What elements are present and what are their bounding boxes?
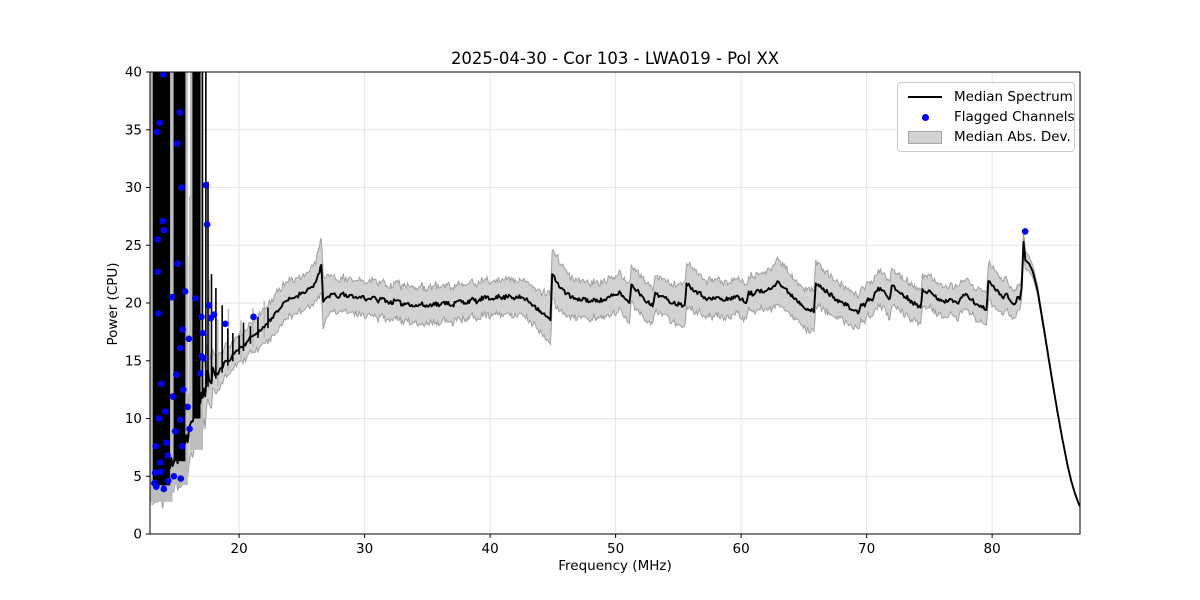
flagged-channel-point [203, 221, 211, 228]
rfi-saturated-columns [150, 72, 203, 502]
legend-item-median-abs-dev: Median Abs. Dev. [905, 129, 1071, 145]
y-tick-label: 15 [125, 353, 142, 369]
flagged-channel-point [173, 140, 181, 147]
legend-marker-swatch [905, 113, 945, 121]
flagged-channel-point [198, 313, 205, 321]
flagged-channel-point [176, 109, 183, 116]
rfi-black-spikes [201, 72, 269, 399]
flagged-channel-point [160, 485, 168, 493]
x-tick-label: 50 [607, 541, 624, 557]
ticks: 20 30 40 50 60 70 80 0 5 10 15 20 25 30 35 40 [125, 65, 1001, 558]
flagged-channel-point [174, 260, 181, 268]
flagged-channel-point [199, 329, 207, 337]
mad-band [151, 231, 1080, 509]
mad-band-lower-edge [151, 252, 1080, 509]
y-tick-label: 25 [125, 238, 142, 254]
flagged-channel-point [191, 295, 199, 302]
flagged-channel-point [1021, 228, 1029, 235]
legend-item-flagged-channels: Flagged Channels [905, 109, 1075, 125]
flagged-channel-point [176, 416, 184, 423]
x-tick-label: 80 [984, 541, 1001, 557]
flagged-channel-point [155, 415, 163, 422]
mad-band-upper-edge [150, 231, 1080, 507]
flagged-channel-point [210, 311, 218, 318]
y-tick-label: 40 [125, 65, 142, 81]
flagged-channel-point [159, 72, 167, 78]
legend-label: Median Abs. Dev. [954, 129, 1071, 145]
flagged-channel-point [179, 326, 186, 333]
legend-label: Flagged Channels [954, 109, 1075, 125]
y-tick-label: 30 [125, 180, 142, 196]
y-tick-label: 20 [125, 296, 142, 312]
chart-title: 2025-04-30 - Cor 103 - LWA019 - Pol XX [450, 49, 780, 68]
median-spectrum-line [150, 240, 1080, 507]
flagged-channel-point [157, 380, 165, 388]
flagged-channel-point [200, 355, 207, 362]
flagged-channel-point [156, 459, 164, 466]
flagged-channel-point [177, 475, 185, 482]
flagged-channel-point [181, 288, 189, 295]
flagged-channel-point [250, 313, 257, 321]
legend-item-median-spectrum: Median Spectrum [905, 89, 1073, 105]
flagged-channel-point [152, 442, 159, 450]
y-axis-label: Power (CPU) [105, 262, 121, 346]
x-tick-label: 20 [231, 541, 248, 557]
flagged-channel-point [157, 468, 164, 475]
flagged-channel-point [154, 310, 162, 317]
y-tick-label: 10 [125, 411, 142, 427]
legend-label: Median Spectrum [954, 89, 1073, 105]
flagged-channel-point [185, 335, 193, 343]
flagged-channel-point [173, 371, 180, 378]
legend-line-swatch [905, 96, 945, 98]
flagged-channel-point [154, 268, 161, 276]
flagged-channel-point [168, 293, 176, 301]
flagged-channel-point [164, 477, 172, 485]
flagged-channel-point [160, 226, 168, 234]
flagged-channel-point [164, 452, 171, 459]
legend: Median Spectrum Flagged Channels Median … [897, 82, 1075, 152]
y-tick-label: 5 [133, 469, 142, 485]
flagged-channel-point [170, 472, 178, 480]
flagged-channel-point [153, 128, 161, 136]
flagged-channel-point [161, 408, 169, 415]
flagged-channel-point [159, 217, 166, 225]
flagged-channel-point [205, 302, 213, 309]
flagged-channel-point [171, 427, 179, 435]
flagged-channel-point [184, 403, 191, 411]
x-tick-label: 40 [482, 541, 499, 557]
flagged-channels [151, 72, 1029, 493]
flagged-channel-point [178, 442, 186, 450]
x-axis-label: Frequency (MHz) [558, 558, 672, 574]
flagged-channel-point [179, 386, 187, 393]
flagged-channel-point [169, 393, 176, 400]
flagged-channel-point [178, 184, 185, 191]
flagged-channel-point [154, 236, 161, 243]
x-tick-label: 30 [356, 541, 373, 557]
flagged-channel-point [176, 344, 184, 352]
flagged-channel-point [222, 320, 229, 328]
y-tick-label: 0 [133, 527, 142, 543]
legend-patch-swatch [905, 130, 945, 144]
flagged-channel-point [186, 425, 193, 433]
x-tick-label: 70 [858, 541, 875, 557]
y-tick-label: 35 [125, 122, 142, 138]
x-tick-label: 60 [733, 541, 750, 557]
flagged-channel-point [156, 119, 163, 127]
flagged-channel-point [202, 181, 210, 189]
flagged-channel-point [152, 483, 160, 490]
flagged-channel-point [196, 370, 204, 377]
flagged-channel-point [151, 469, 159, 477]
flagged-channel-point [163, 439, 170, 447]
